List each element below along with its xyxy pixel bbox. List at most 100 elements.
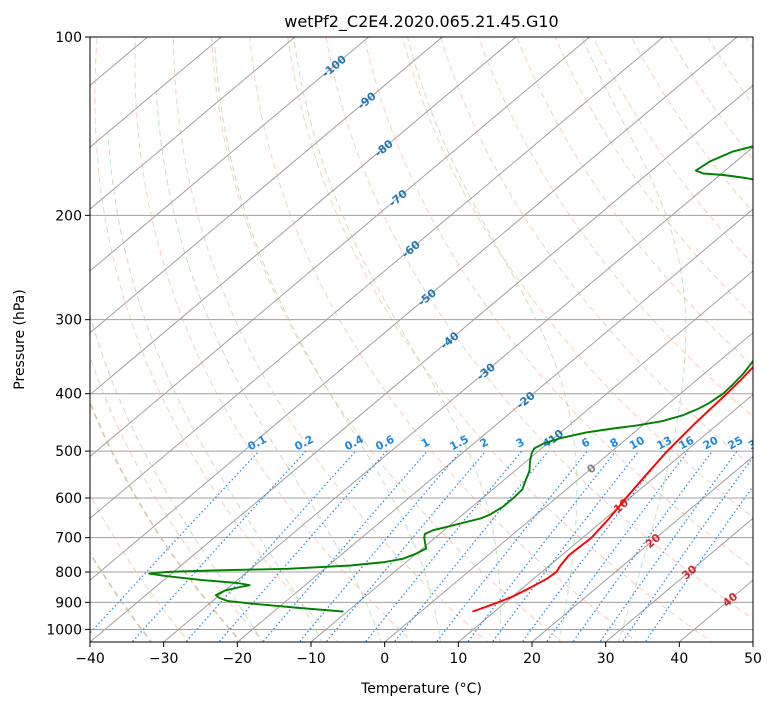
- isotherm-line: [604, 517, 753, 642]
- x-tick-label: −40: [75, 651, 105, 667]
- y-tick-label: 600: [55, 491, 82, 507]
- mixing-ratio-label: 10: [627, 434, 647, 453]
- x-axis: −40 −30 −20 −10 0 10 20 30 40 50: [75, 642, 762, 667]
- mixing-ratio-line: [90, 450, 260, 634]
- plot-area: 0.1 0.2 0.4 0.6 1 1.5 2 3 4 6 8 10 13 16 20 25 30 36-100-…: [90, 37, 775, 642]
- mixing-ratio-label: 0.6: [373, 433, 397, 454]
- chart-title: wetPf2_C2E4.2020.065.21.45.G10: [284, 12, 558, 32]
- isotherm-line: [457, 393, 753, 642]
- y-tick-label: 100: [55, 30, 82, 46]
- mixing-ratio-line: [521, 450, 667, 642]
- mixing-ratio-label: 2: [478, 435, 491, 450]
- moist-adiabat-line: [293, 37, 501, 642]
- isotherm-line: [90, 37, 223, 148]
- y-tick-label: 500: [55, 444, 82, 460]
- mixing-ratio-line: [131, 450, 307, 642]
- x-tick-label: 50: [744, 651, 762, 667]
- mixing-ratio-label: 25: [726, 434, 746, 453]
- dry-adiabat-line: [630, 37, 753, 213]
- mixing-ratio-line: [298, 450, 462, 642]
- x-tick-label: 20: [523, 651, 541, 667]
- mixing-ratio-label: 0.1: [246, 433, 269, 454]
- mixing-ratio-label: 3: [514, 435, 527, 450]
- y-axis-label: Pressure (hPa): [12, 289, 28, 389]
- x-tick-label: 0: [380, 651, 389, 667]
- isotherm-line: [90, 84, 753, 642]
- isotherm-line: [678, 579, 753, 642]
- isotherm-line: [90, 37, 665, 519]
- y-tick-label: 900: [55, 595, 82, 611]
- isotherm-line: [90, 37, 370, 272]
- moist-adiabat-line: [406, 37, 578, 642]
- y-tick-label: 400: [55, 387, 82, 403]
- mixing-ratio-label: 6: [579, 435, 592, 450]
- mixing-ratio-line: [644, 485, 753, 642]
- dry-adiabat-line: [401, 37, 753, 518]
- isotherm-line: [383, 332, 753, 642]
- isotherm-line: [90, 37, 591, 458]
- mixing-ratio-label: 16: [677, 434, 697, 453]
- mixing-ratio-line: [466, 450, 617, 642]
- isotherm-line: [162, 146, 753, 642]
- x-tick-label: 30: [597, 651, 615, 667]
- mixing-ratio-label: 1.5: [448, 433, 471, 454]
- isotherm-line: [90, 37, 444, 334]
- y-axis: 100 200 300 400 500 600 700 800 900 1000: [46, 30, 90, 638]
- x-tick-label: −30: [149, 651, 179, 667]
- dry-adiabat-line: [172, 37, 489, 642]
- dry-adiabat-line: [94, 37, 339, 642]
- dewpoint-profile-line: [148, 145, 753, 613]
- dry-adiabat-line: [325, 37, 753, 620]
- dry-adiabat-line: [592, 37, 753, 265]
- mixing-ratio-line: [599, 450, 738, 642]
- x-tick-label: 40: [670, 651, 688, 667]
- mixing-ratio-line: [435, 450, 588, 642]
- dry-adiabat-line: [554, 37, 753, 317]
- mixing-ratio-line: [261, 450, 428, 642]
- temperature-profile-line: [472, 365, 753, 613]
- y-tick-label: 1000: [46, 622, 82, 638]
- x-axis-label: Temperature (°C): [360, 681, 482, 697]
- plot-frame: [89, 36, 754, 643]
- dry-adiabat-line: [287, 37, 713, 642]
- mixing-ratio-line: [325, 450, 487, 642]
- dry-adiabat-line: [90, 493, 190, 642]
- dry-adiabat-line: [134, 37, 414, 642]
- moist-adiabat-line: [581, 37, 687, 642]
- dry-adiabat-line: [249, 37, 638, 642]
- dry-adiabat-line: [478, 37, 753, 418]
- mixing-ratio-label: 30: [746, 434, 766, 453]
- special-adiabat-line: [90, 400, 243, 642]
- mixing-ratio-line: [364, 450, 523, 642]
- mixing-ratio-line: [621, 456, 753, 642]
- mixing-ratio-line: [393, 450, 549, 642]
- x-tick-label: 10: [449, 651, 467, 667]
- mixing-ratio-label: 0.4: [342, 433, 366, 454]
- mixing-ratio-line: [184, 450, 357, 642]
- isotherm-line: [531, 455, 753, 642]
- dry-adiabat-line: [440, 37, 753, 468]
- isotherm-line: [90, 37, 296, 210]
- dry-adiabat-line: [745, 37, 753, 49]
- mixing-ratio-label: 20: [701, 434, 721, 453]
- isotherm-line: [90, 37, 738, 581]
- isotherm-line: [90, 37, 517, 396]
- moist-adiabat-line: [214, 42, 441, 642]
- mixing-ratio-line: [218, 450, 388, 642]
- dry-adiabat-line: [211, 37, 564, 642]
- x-tick-label: −20: [223, 651, 253, 667]
- dry-adiabat-line: [363, 37, 753, 569]
- isotherm-line: [236, 208, 753, 642]
- mixing-ratio-label: 36: [767, 434, 775, 453]
- moist-adiabat-line: [107, 130, 323, 642]
- mixing-ratio-line: [572, 450, 713, 642]
- dry-adiabat-line: [90, 355, 265, 642]
- y-tick-label: 300: [55, 313, 82, 329]
- isotherm-line: [310, 270, 753, 642]
- mixing-ratio-label: 0.2: [292, 433, 315, 454]
- mixing-ratio-label: 13: [655, 434, 675, 453]
- mixing-ratio-line: [491, 450, 640, 642]
- y-tick-label: 700: [55, 531, 82, 547]
- moist-adiabat-line: [155, 88, 382, 642]
